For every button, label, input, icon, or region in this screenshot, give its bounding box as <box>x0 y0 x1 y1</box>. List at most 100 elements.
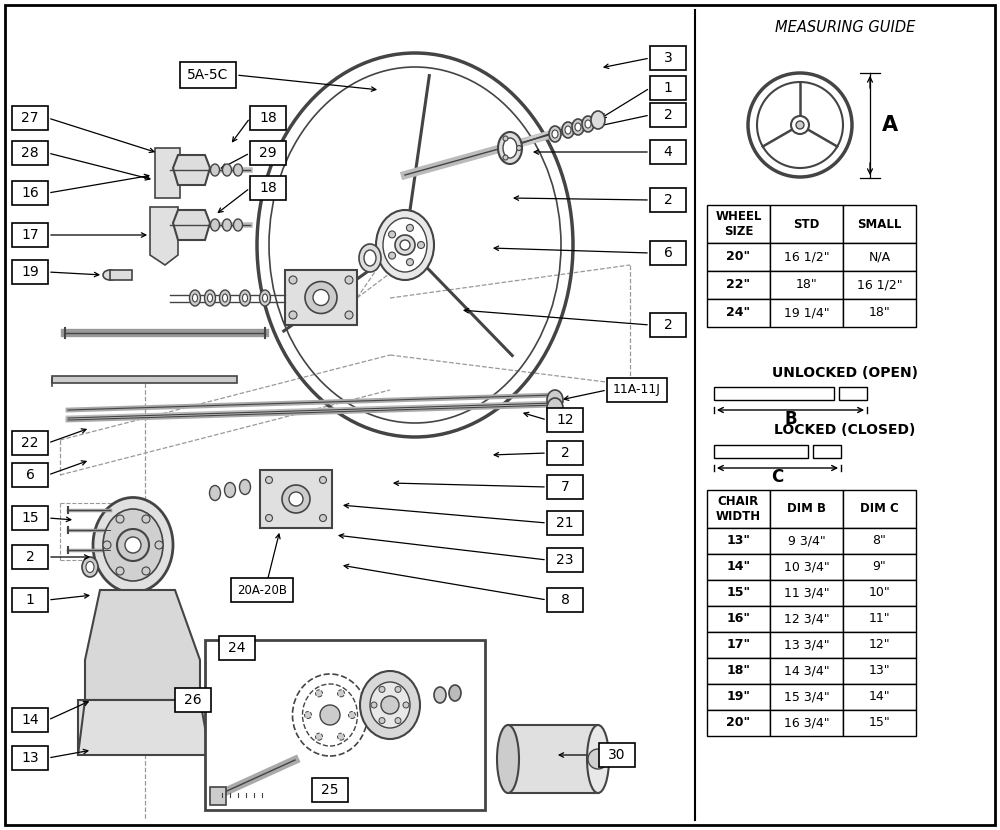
Ellipse shape <box>210 164 220 176</box>
Bar <box>210 787 226 805</box>
Ellipse shape <box>547 398 563 418</box>
Ellipse shape <box>262 294 268 302</box>
Ellipse shape <box>86 562 94 573</box>
Circle shape <box>142 515 150 523</box>
Ellipse shape <box>240 480 250 495</box>
Text: 29: 29 <box>259 146 277 160</box>
Polygon shape <box>173 155 210 185</box>
Bar <box>650 140 686 164</box>
Bar <box>843 632 916 658</box>
Text: 14": 14" <box>726 560 751 574</box>
Text: 21: 21 <box>556 516 574 530</box>
Circle shape <box>320 515 326 521</box>
Text: DIM B: DIM B <box>787 502 826 515</box>
Text: B: B <box>784 410 797 428</box>
Text: 9": 9" <box>873 560 886 574</box>
Bar <box>312 778 348 802</box>
Bar <box>180 62 236 88</box>
Text: 17": 17" <box>726 638 751 652</box>
Circle shape <box>316 690 322 697</box>
Ellipse shape <box>587 725 609 793</box>
Text: 14 3/4": 14 3/4" <box>784 665 829 677</box>
Polygon shape <box>150 207 178 265</box>
Bar <box>12 746 48 770</box>
Text: 25: 25 <box>321 783 339 797</box>
Circle shape <box>389 252 396 259</box>
Text: 22: 22 <box>21 436 39 450</box>
Bar <box>650 46 686 70</box>
Circle shape <box>588 749 608 769</box>
Bar <box>547 441 583 465</box>
Text: 4: 4 <box>664 145 672 159</box>
Text: 24: 24 <box>228 641 246 655</box>
Text: A: A <box>882 115 898 135</box>
Bar <box>770 580 843 606</box>
Ellipse shape <box>359 244 381 272</box>
Ellipse shape <box>582 116 594 132</box>
Text: 18": 18" <box>796 279 817 291</box>
Text: 28: 28 <box>21 146 39 160</box>
Bar <box>12 545 48 569</box>
Bar <box>12 431 48 455</box>
Ellipse shape <box>503 138 517 158</box>
Bar <box>707 528 770 554</box>
Text: 19": 19" <box>726 691 750 704</box>
Bar <box>770 632 843 658</box>
Ellipse shape <box>192 294 198 302</box>
Circle shape <box>418 242 424 248</box>
Bar <box>607 378 667 402</box>
Text: 30: 30 <box>608 748 626 762</box>
Bar <box>12 506 48 530</box>
Polygon shape <box>155 148 180 198</box>
Bar <box>714 445 808 458</box>
Bar <box>250 106 286 130</box>
Text: 1: 1 <box>26 593 34 607</box>
Bar <box>707 580 770 606</box>
Circle shape <box>338 690 344 697</box>
Bar <box>547 588 583 612</box>
Text: 6: 6 <box>664 246 672 260</box>
Ellipse shape <box>260 290 270 306</box>
Bar <box>175 688 211 712</box>
Bar <box>770 205 843 243</box>
Bar <box>231 578 293 602</box>
Ellipse shape <box>562 122 574 138</box>
Text: 19: 19 <box>21 265 39 279</box>
Bar <box>547 408 583 432</box>
Text: 16 1/2": 16 1/2" <box>784 251 829 263</box>
Circle shape <box>282 485 310 513</box>
Bar <box>770 658 843 684</box>
Circle shape <box>503 155 508 160</box>
Text: LOCKED (CLOSED): LOCKED (CLOSED) <box>774 423 916 437</box>
Circle shape <box>381 696 399 714</box>
Text: 7: 7 <box>561 480 569 494</box>
Text: 12": 12" <box>869 638 890 652</box>
Text: 3: 3 <box>664 51 672 65</box>
Text: 16 3/4": 16 3/4" <box>784 716 829 730</box>
Text: 18": 18" <box>869 306 890 320</box>
Circle shape <box>503 136 508 141</box>
Polygon shape <box>173 210 210 240</box>
Ellipse shape <box>242 294 248 302</box>
Ellipse shape <box>498 132 522 164</box>
Text: 2: 2 <box>664 108 672 122</box>
Bar <box>12 260 48 284</box>
Bar <box>250 176 286 200</box>
Text: 15": 15" <box>869 716 890 730</box>
Text: 10": 10" <box>869 587 890 599</box>
Text: 6: 6 <box>26 468 34 482</box>
Ellipse shape <box>434 687 446 703</box>
Text: 17: 17 <box>21 228 39 242</box>
Text: 16 1/2": 16 1/2" <box>857 279 902 291</box>
Circle shape <box>349 711 356 719</box>
Text: MEASURING GUIDE: MEASURING GUIDE <box>775 21 915 36</box>
Bar <box>839 387 867 400</box>
Bar <box>770 554 843 580</box>
Circle shape <box>116 515 124 523</box>
Text: 20": 20" <box>726 716 751 730</box>
Text: 15": 15" <box>726 587 751 599</box>
Ellipse shape <box>449 685 461 701</box>
Circle shape <box>345 311 353 319</box>
Text: 11 3/4": 11 3/4" <box>784 587 829 599</box>
Ellipse shape <box>210 486 220 500</box>
